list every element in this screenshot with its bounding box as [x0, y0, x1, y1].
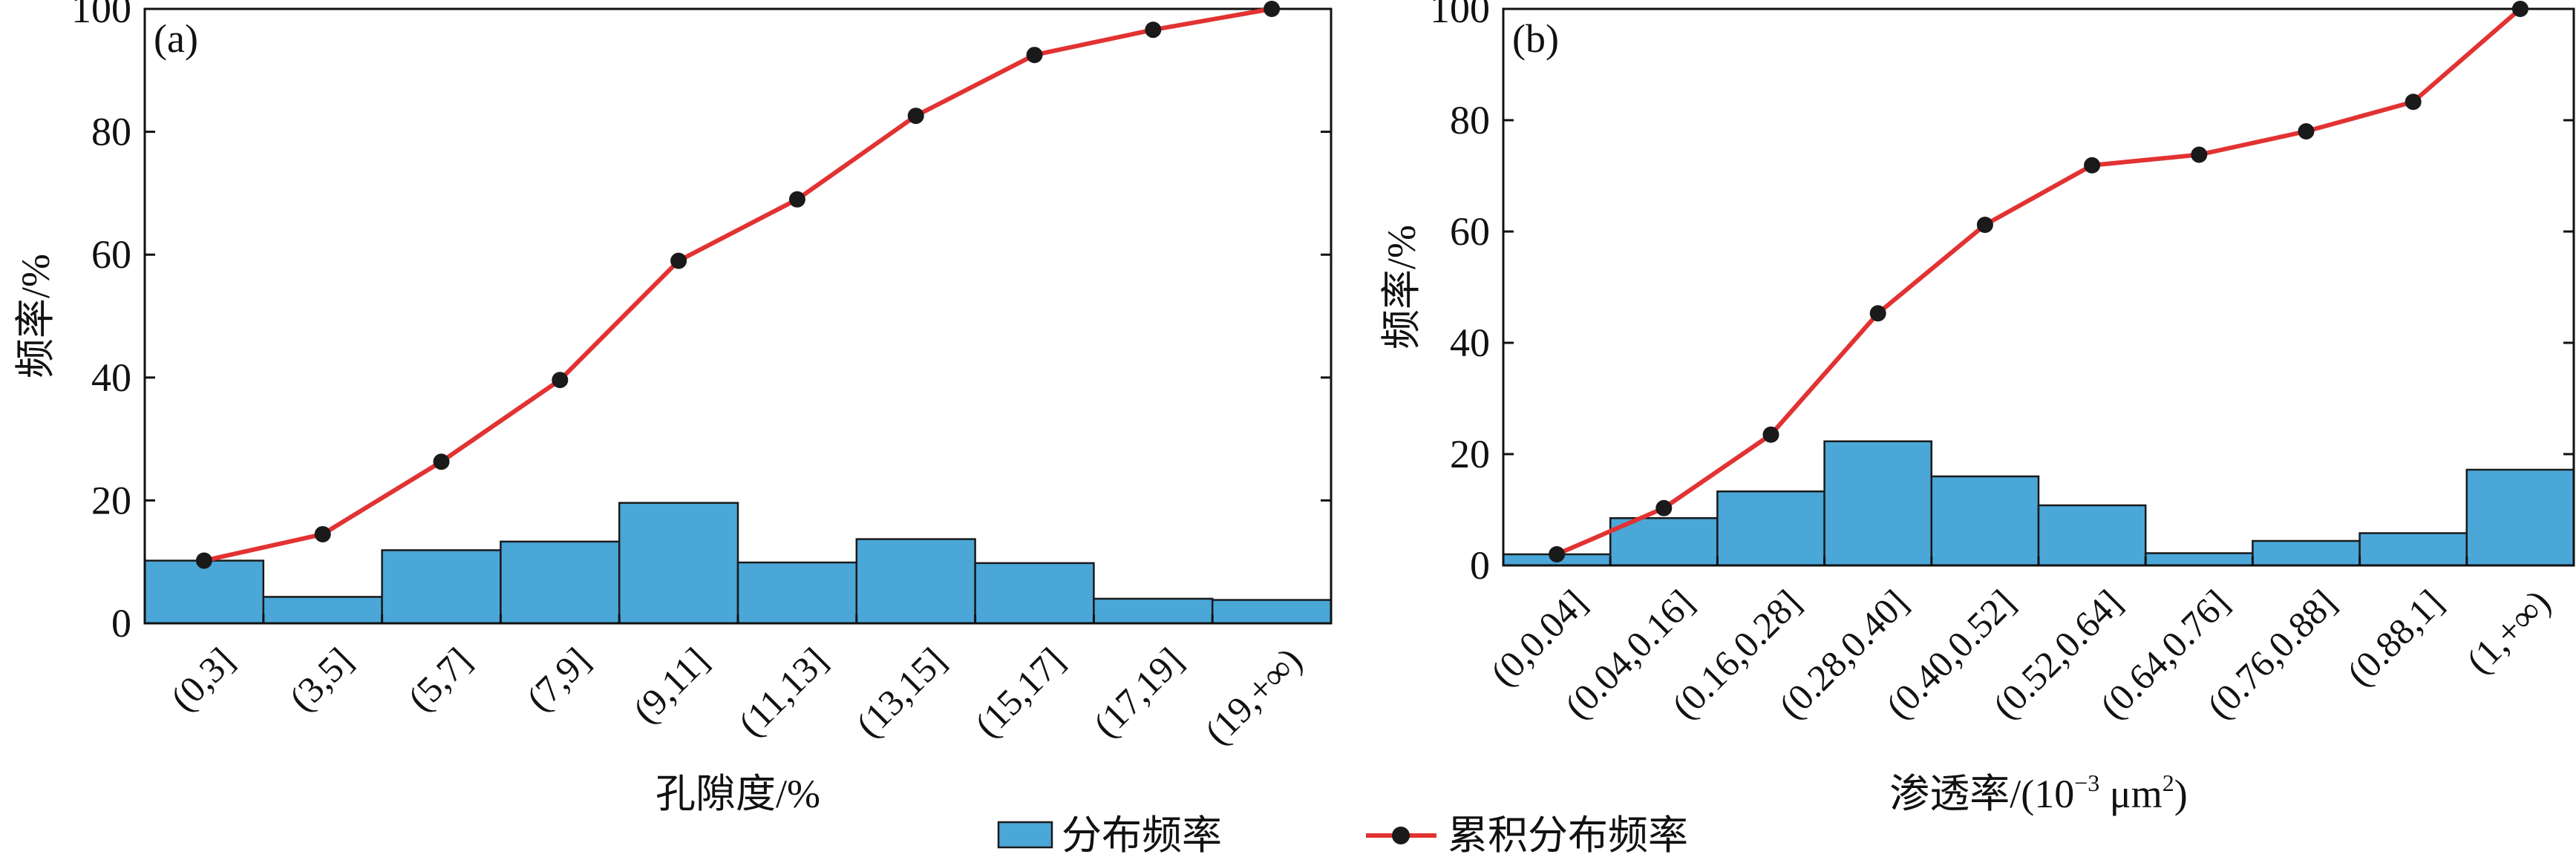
- bar-b-9: [2465, 468, 2575, 567]
- cumulative-point-b-0: [1549, 546, 1566, 562]
- cumulative-point-b-8: [2405, 93, 2422, 111]
- cumulative-point-b-4: [1976, 217, 1993, 233]
- category-label-a-3: (7,9]: [518, 640, 598, 719]
- bar-b-5: [2037, 504, 2147, 567]
- category-label-a-4: (9,11]: [625, 640, 717, 732]
- category-label-a-0: (0,3]: [163, 640, 242, 719]
- cumulative-point-b-9: [2511, 1, 2528, 17]
- bar-b-6: [2144, 552, 2254, 567]
- legend-line-label: 累积分布频率: [1448, 813, 1688, 858]
- ytick-label-b-60: 60: [1450, 209, 1490, 254]
- cumulative-line-a: [203, 7, 1272, 563]
- legend: 分布频率 累积分布频率: [997, 813, 1688, 858]
- bar-a-1: [262, 596, 383, 625]
- cumulative-point-a-8: [1145, 22, 1162, 39]
- x-axis-title-b: 渗透率/(10−3 μm2): [1889, 769, 2188, 816]
- y-axis-title-b: 频率/%: [1379, 225, 1424, 349]
- cumulative-point-a-4: [670, 252, 687, 269]
- bar-a-5: [736, 561, 858, 625]
- x-axis-title-a: 孔隙度/%: [656, 772, 820, 816]
- ytick-label-b-100: 100: [1430, 0, 1490, 31]
- ytick-label-b-40: 40: [1450, 321, 1490, 365]
- cumulative-point-a-5: [788, 191, 805, 208]
- cumulative-point-a-3: [552, 372, 569, 389]
- category-label-a-6: (13,15]: [848, 640, 954, 746]
- cumulative-point-b-6: [2191, 146, 2208, 163]
- ytick-label-b-0: 0: [1470, 543, 1490, 588]
- bar-b-7: [2252, 539, 2361, 567]
- ytick-label-b-20: 20: [1450, 432, 1490, 476]
- bar-a-3: [500, 540, 621, 625]
- panel-label-a: (a): [154, 16, 198, 61]
- category-label-a-8: (17,19]: [1085, 640, 1191, 746]
- category-label-a-9: (19,+∞): [1197, 640, 1310, 752]
- bar-a-9: [1211, 599, 1333, 625]
- bar-b-2: [1716, 490, 1825, 567]
- ytick-label-a-0: 0: [111, 601, 131, 646]
- ytick-label-a-80: 80: [91, 110, 131, 154]
- cumulative-point-b-1: [1655, 499, 1673, 516]
- bar-a-2: [381, 549, 502, 625]
- cumulative-point-a-1: [314, 525, 331, 542]
- cumulative-point-b-2: [1762, 426, 1779, 443]
- y-axis-title-a: 频率/%: [13, 254, 58, 378]
- bar-b-3: [1823, 440, 1933, 567]
- ytick-label-a-20: 20: [91, 478, 131, 522]
- ytick-label-a-60: 60: [91, 232, 131, 277]
- bar-a-7: [974, 562, 1095, 625]
- cumulative-line-b: [1555, 7, 2522, 557]
- legend-bar-label: 分布频率: [1062, 813, 1222, 858]
- cumulative-point-a-2: [433, 453, 450, 470]
- chart-panel-b: 020406080100(0,0.04](0.04,0.16](0.16,0.2…: [1379, 0, 2575, 816]
- category-label-a-5: (11,13]: [730, 640, 835, 744]
- panel-label-b: (b): [1512, 16, 1559, 61]
- cumulative-point-b-3: [1869, 305, 1886, 322]
- bar-b-4: [1930, 475, 2040, 567]
- bar-a-8: [1093, 597, 1214, 625]
- bar-b-8: [2358, 532, 2468, 567]
- category-label-a-1: (3,5]: [281, 640, 361, 719]
- legend-line-marker: [1392, 827, 1410, 844]
- cumulative-point-a-0: [195, 552, 212, 569]
- ytick-label-a-100: 100: [71, 0, 131, 31]
- category-label-a-7: (15,17]: [967, 640, 1073, 746]
- legend-bar-swatch: [997, 821, 1053, 849]
- bar-a-4: [618, 502, 739, 625]
- ytick-label-b-80: 80: [1450, 98, 1490, 142]
- cumulative-point-a-9: [1264, 1, 1281, 17]
- cumulative-point-b-5: [2084, 157, 2101, 174]
- cumulative-point-a-7: [1026, 47, 1043, 64]
- bar-a-6: [855, 538, 976, 625]
- cumulative-point-b-7: [2298, 123, 2315, 139]
- bar-a-0: [143, 559, 265, 625]
- category-label-b-9: (1,+∞): [2458, 582, 2558, 682]
- category-label-b-8: (0.88,1]: [2338, 582, 2451, 695]
- ytick-label-a-40: 40: [91, 355, 131, 400]
- category-label-a-2: (5,7]: [399, 640, 479, 719]
- cumulative-point-a-6: [907, 108, 924, 125]
